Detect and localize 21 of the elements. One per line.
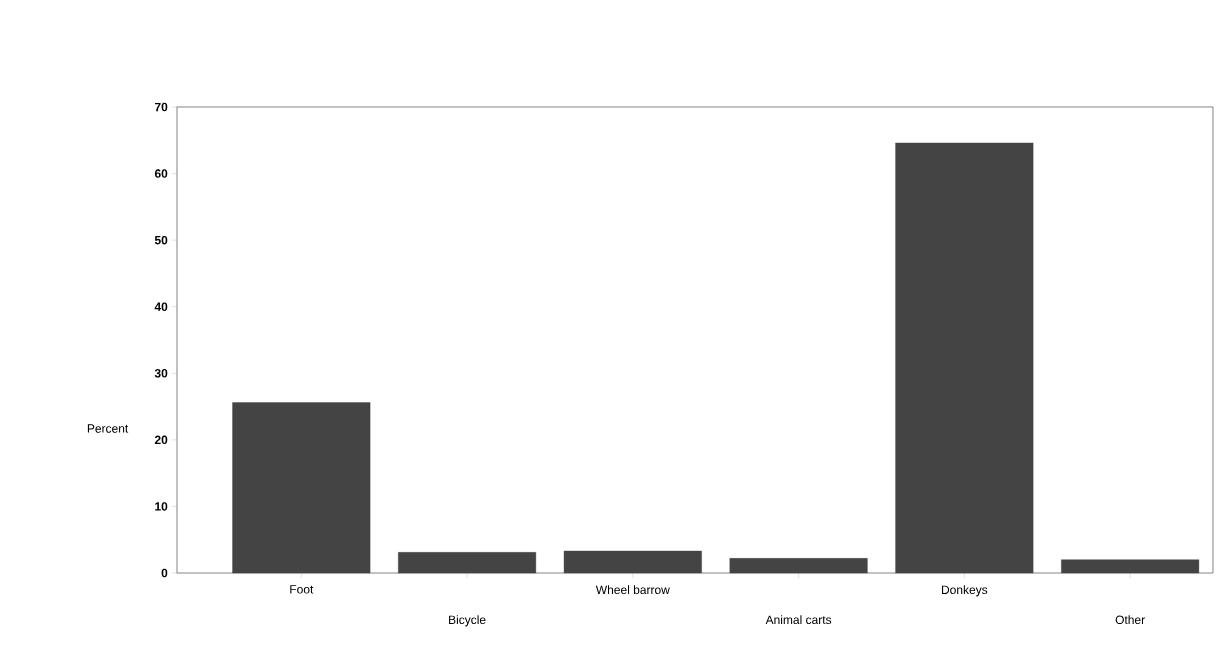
y-tick-label: 30 <box>154 369 168 378</box>
x-tick-label: Donkeys <box>942 585 988 597</box>
x-tick-label: Other <box>1115 615 1145 625</box>
bar <box>729 558 868 574</box>
y-tick-label: 0 <box>161 568 168 578</box>
y-tick-label: 50 <box>154 235 168 245</box>
x-tick-label: Wheel barrow <box>595 585 670 595</box>
bar <box>895 142 1034 574</box>
x-tick-label: Bicycle <box>449 615 486 627</box>
y-tick-label: 10 <box>155 502 168 511</box>
x-tick-label: Animal carts <box>765 615 832 625</box>
bar <box>1061 559 1200 574</box>
bar <box>563 550 702 574</box>
bar <box>232 402 371 574</box>
y-axis-title: Percent <box>87 424 129 433</box>
y-tick-label: 40 <box>154 302 168 311</box>
x-tick-label: Foot <box>290 585 314 594</box>
y-tick-label: 70 <box>154 102 168 112</box>
y-tick-label: 60 <box>154 169 168 178</box>
bar <box>398 552 537 574</box>
y-tick-label: 20 <box>154 435 168 445</box>
